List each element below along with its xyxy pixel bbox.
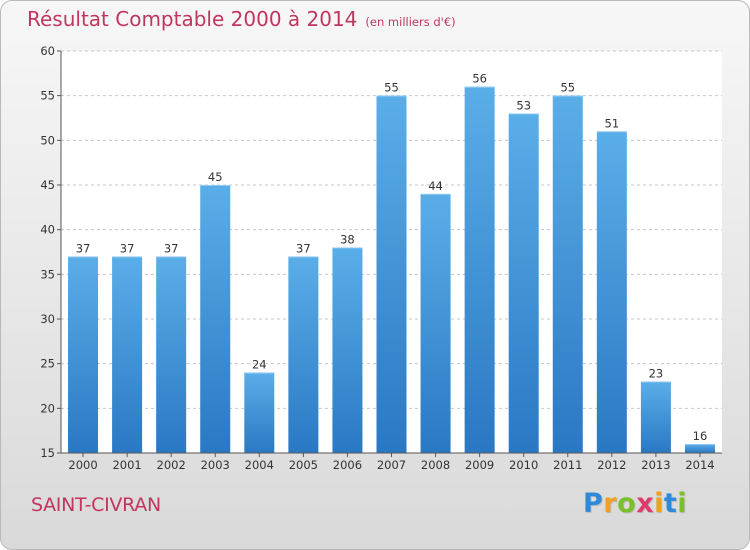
y-tick-label: 15 (40, 446, 55, 460)
data-label-2012: 51 (605, 116, 620, 130)
x-tick-label-2004: 2004 (245, 458, 274, 472)
data-label-2002: 37 (164, 241, 179, 255)
x-tick-label-2001: 2001 (112, 458, 141, 472)
x-tick-label-2008: 2008 (421, 458, 450, 472)
data-label-2013: 23 (649, 367, 664, 381)
x-tick-label-2006: 2006 (333, 458, 362, 472)
bar-2009 (464, 86, 495, 453)
data-label-2014: 16 (693, 429, 708, 443)
bar-2013 (640, 381, 671, 453)
logo-letter: o (617, 488, 637, 519)
bar-2003 (200, 185, 231, 453)
bar-2004 (244, 372, 275, 453)
bar-2006 (332, 247, 363, 453)
x-tick-label-2002: 2002 (157, 458, 186, 472)
y-tick-label: 25 (40, 357, 55, 371)
x-tick-label-2005: 2005 (289, 458, 318, 472)
logo-letter: t (663, 488, 678, 519)
data-label-2009: 56 (472, 72, 487, 86)
y-tick-label: 45 (40, 178, 55, 192)
data-label-2010: 53 (516, 99, 531, 113)
bar-2007 (376, 95, 407, 454)
axes (57, 50, 722, 457)
logo-letter: P (583, 488, 604, 519)
logo-letter: r (603, 488, 618, 519)
data-label-2005: 37 (296, 241, 311, 255)
place-name: SAINT-CIVRAN (31, 494, 161, 516)
x-tick-label-2009: 2009 (465, 458, 494, 472)
logo-letter: i (677, 488, 688, 519)
data-label-2007: 55 (384, 81, 399, 95)
bar-2000 (68, 256, 99, 453)
x-tick-label-2007: 2007 (377, 458, 406, 472)
y-tick-label: 55 (40, 89, 55, 103)
x-tick-label-2012: 2012 (597, 458, 626, 472)
x-tick-label-2011: 2011 (553, 458, 582, 472)
bar-2010 (508, 113, 539, 454)
data-label-2000: 37 (76, 241, 91, 255)
y-tick-label: 35 (40, 267, 55, 281)
data-label-2003: 45 (208, 170, 223, 184)
y-tick-label: 60 (40, 44, 55, 58)
bar-2008 (420, 193, 451, 453)
data-label-2008: 44 (428, 179, 443, 193)
chart-title: Résultat Comptable 2000 à 2014 (en millie… (27, 7, 456, 31)
y-tick-label: 20 (40, 401, 55, 415)
data-label-2006: 38 (340, 233, 355, 247)
bar-2012 (596, 131, 627, 453)
bar-2001 (112, 256, 143, 453)
x-tick-label-2014: 2014 (685, 458, 714, 472)
data-label-2004: 24 (252, 358, 267, 372)
bar-2005 (288, 256, 319, 453)
x-tick-label-2013: 2013 (641, 458, 670, 472)
labels: 15 20 25 30 35 40 45 50 55 60 37 2000 37 2001 37 2002 45… (40, 44, 714, 472)
bar-2011 (552, 95, 583, 454)
bar-2002 (156, 256, 187, 453)
data-label-2001: 37 (120, 241, 135, 255)
logo-letter: x (636, 488, 655, 519)
y-tick-label: 30 (40, 312, 55, 326)
x-tick-label-2000: 2000 (68, 458, 97, 472)
bars (68, 86, 715, 454)
bar-2014 (684, 444, 715, 453)
y-tick-label: 40 (40, 223, 55, 237)
x-tick-label-2003: 2003 (201, 458, 230, 472)
y-tick-label: 50 (40, 133, 55, 147)
data-label-2011: 55 (560, 81, 575, 95)
chart-subtitle: (en milliers d'€) (365, 15, 456, 29)
x-tick-label-2010: 2010 (509, 458, 538, 472)
logo-letter: i (654, 488, 664, 519)
proxiti-logo: Proxiti (583, 488, 687, 519)
chart-title-text: Résultat Comptable 2000 à 2014 (27, 7, 358, 31)
